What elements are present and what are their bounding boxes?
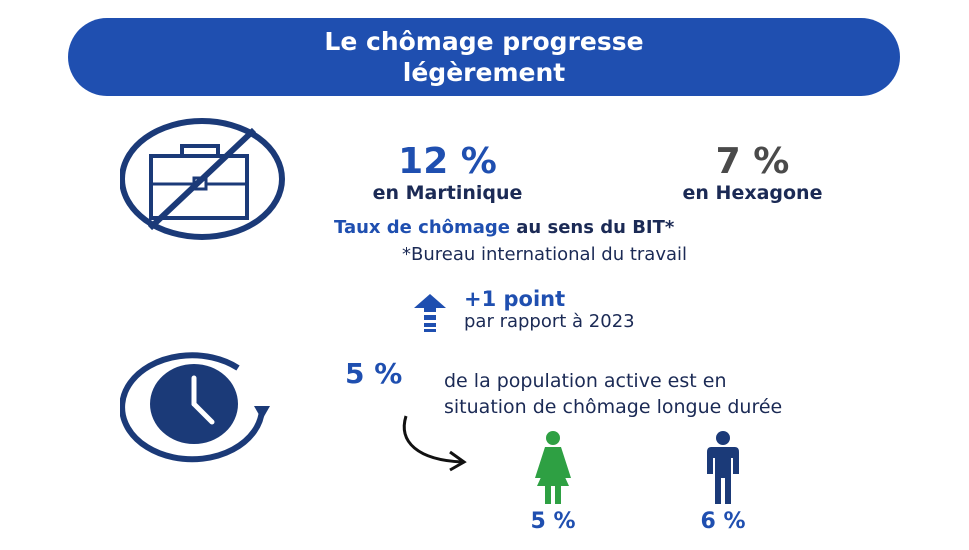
change-label: par rapport à 2023: [464, 311, 635, 332]
rate-rest: au sens du BIT*: [510, 217, 675, 238]
long-term-value: 5 %: [345, 357, 403, 390]
female-value: 5 %: [530, 509, 576, 534]
up-arrow-icon: [414, 294, 446, 332]
rate-footnote: *Bureau international du travail: [402, 244, 688, 265]
long-term-line-1: de la population active est en: [444, 370, 727, 392]
long-term-text: de la population active est en situation…: [444, 368, 782, 420]
male-value: 6 %: [700, 509, 746, 534]
hexagone-value: 7 %: [715, 141, 790, 182]
martinique-label: en Martinique: [372, 182, 523, 204]
no-briefcase-icon: [120, 118, 285, 240]
change-value: +1 point: [464, 287, 566, 311]
change-block: +1 point par rapport à 2023: [464, 287, 635, 332]
title-line-2: légèrement: [402, 58, 566, 87]
stat-hexagone: 7 % en Hexagone: [640, 141, 865, 205]
clock-history-icon: [120, 352, 270, 463]
title-line-1: Le chômage progresse: [324, 27, 644, 56]
man-icon: [707, 431, 739, 504]
long-term-line-2: situation de chômage longue durée: [444, 396, 783, 418]
title-banner: Le chômage progresse légèrement: [68, 18, 900, 96]
rate-highlight: Taux de chômage: [334, 217, 511, 238]
hexagone-label: en Hexagone: [682, 182, 823, 204]
curved-arrow-icon: [402, 415, 467, 472]
woman-icon: [535, 431, 571, 504]
stat-martinique: 12 % en Martinique: [335, 141, 560, 205]
rate-definition: Taux de chômage au sens du BIT*: [334, 217, 674, 238]
martinique-value: 12 %: [398, 141, 497, 182]
